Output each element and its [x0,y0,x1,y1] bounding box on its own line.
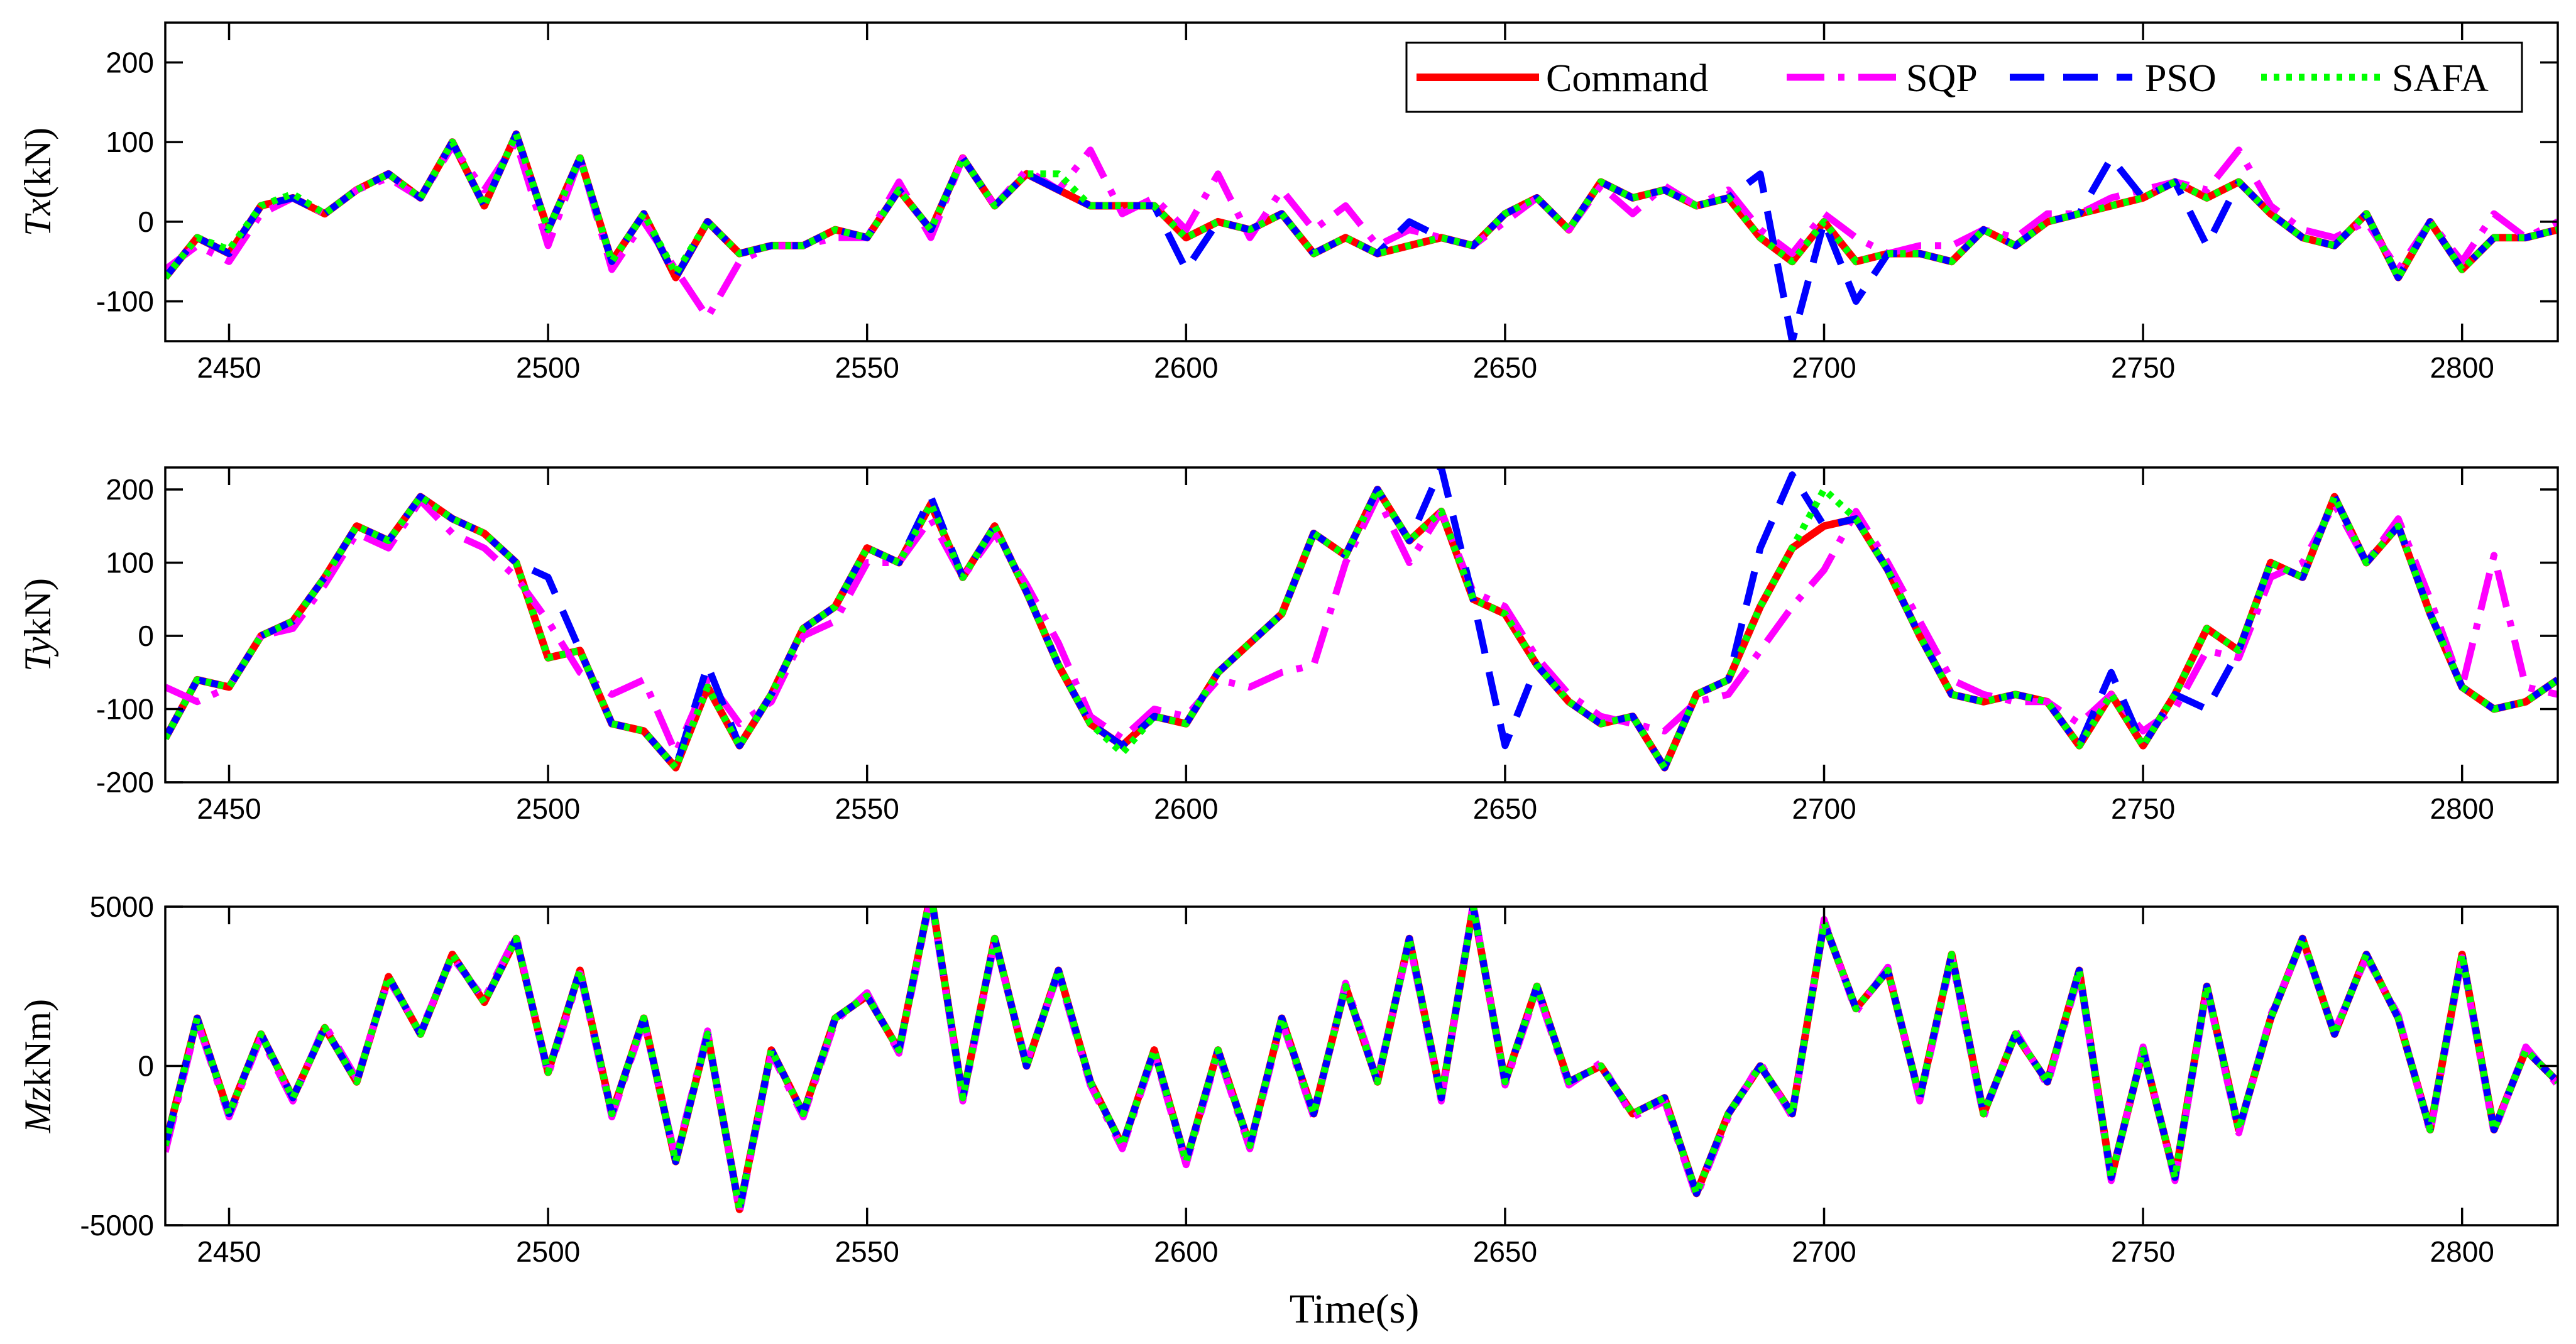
axes-frame [164,21,2559,342]
legend-label-safa: SAFA [2392,57,2489,100]
y-axis-label: TykN) [17,578,58,672]
y-tick-label: 0 [138,620,154,652]
x-tick-label: 2700 [1792,1235,1856,1268]
y-axis-label-unit: kNm) [17,999,58,1087]
x-tick-label: 2550 [835,351,899,384]
panels: 2450 2500 2550 2600 2650 2700 2750 2800 -100 0 100… [17,21,2559,1268]
x-tick-label: 2650 [1473,1235,1537,1268]
y-axis-label-unit: kN) [17,578,58,636]
series-line-safa [165,486,2558,772]
legend-label-sqp: SQP [1906,57,1978,100]
y-axis-label-symbol: Tx [17,199,58,236]
x-tick-label: 2550 [835,792,899,825]
y-axis-label-unit: (kN) [17,128,58,199]
series-group [165,130,2558,341]
x-tick-label: 2750 [2111,792,2175,825]
legend-box [1405,41,2523,113]
y-tick-label: -100 [96,285,154,318]
x-tick-label: 2650 [1473,792,1537,825]
x-tick-label: 2650 [1473,351,1537,384]
x-tick-label: 2500 [516,792,580,825]
x-tick-label: 2600 [1154,1235,1218,1268]
x-tick-label: 2700 [1792,792,1856,825]
y-tick-label: 100 [106,546,154,579]
x-tick-label: 2450 [197,1235,261,1268]
y-axis-label-symbol: Mz [17,1087,58,1134]
y-axis-label: MzkNm) [17,999,58,1134]
legend: Command SQP PSO SAFA [1405,41,2523,113]
x-axis-label: Time(s) [1290,1286,1420,1332]
x-tick-label: 2450 [197,351,261,384]
x-tick-label: 2600 [1154,792,1218,825]
x-tick-label: 2500 [516,351,580,384]
y-tick-label: 0 [138,205,154,238]
series-line-safa [165,907,2558,1213]
y-axis-label: Tx(kN) [17,128,58,236]
series-line-safa [165,130,2558,281]
y-tick-label: 200 [106,473,154,506]
chart-panel-2: 2450 2500 2550 2600 2650 2700 2750 2800 -200 -100… [17,466,2559,825]
x-tick-label: 2450 [197,792,261,825]
x-tick-label: 2550 [835,1235,899,1268]
x-tick-label: 2700 [1792,351,1856,384]
y-tick-label: 200 [106,46,154,79]
y-tick-label: -200 [96,766,154,799]
y-tick-label: -5000 [80,1209,154,1242]
y-tick-label: -100 [96,692,154,725]
y-tick-label: 100 [106,126,154,158]
x-tick-label: 2750 [2111,351,2175,384]
series-line-sqp [165,138,2558,321]
x-tick-label: 2800 [2430,792,2494,825]
chart-panel-3: 2450 2500 2550 2600 2650 2700 2750 2800 -5000 0 50… [17,890,2559,1268]
x-tick-label: 2800 [2430,1235,2494,1268]
x-tick-label: 2500 [516,1235,580,1268]
x-tick-label: 2600 [1154,351,1218,384]
y-tick-label: 0 [138,1050,154,1083]
x-tick-label: 2800 [2430,351,2494,384]
x-tick-label: 2750 [2111,1235,2175,1268]
axes-frame [164,466,2559,784]
series-group [165,907,2558,1216]
y-axis-label-symbol: Ty [17,636,58,672]
y-tick-label: 5000 [90,890,154,923]
chart-panel-1: 2450 2500 2550 2600 2650 2700 2750 2800 -100 0 100… [17,21,2559,384]
series-group [165,467,2558,772]
legend-label-command: Command [1546,57,1708,100]
legend-label-pso: PSO [2145,57,2217,100]
